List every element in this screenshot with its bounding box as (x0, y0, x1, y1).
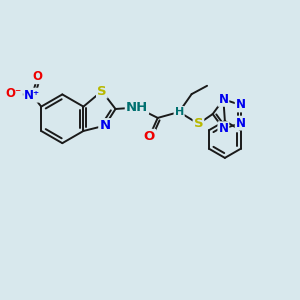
Text: O: O (33, 70, 43, 83)
Text: N: N (218, 122, 228, 135)
Text: N: N (236, 117, 246, 130)
Text: N: N (236, 98, 246, 112)
Text: N: N (99, 119, 110, 132)
Text: NH: NH (126, 101, 148, 114)
Text: S: S (194, 117, 203, 130)
Text: O: O (144, 130, 155, 143)
Text: H: H (175, 107, 184, 117)
Text: N: N (218, 93, 228, 106)
Text: O⁻: O⁻ (6, 87, 22, 100)
Text: S: S (97, 85, 107, 98)
Text: N⁺: N⁺ (24, 89, 40, 102)
